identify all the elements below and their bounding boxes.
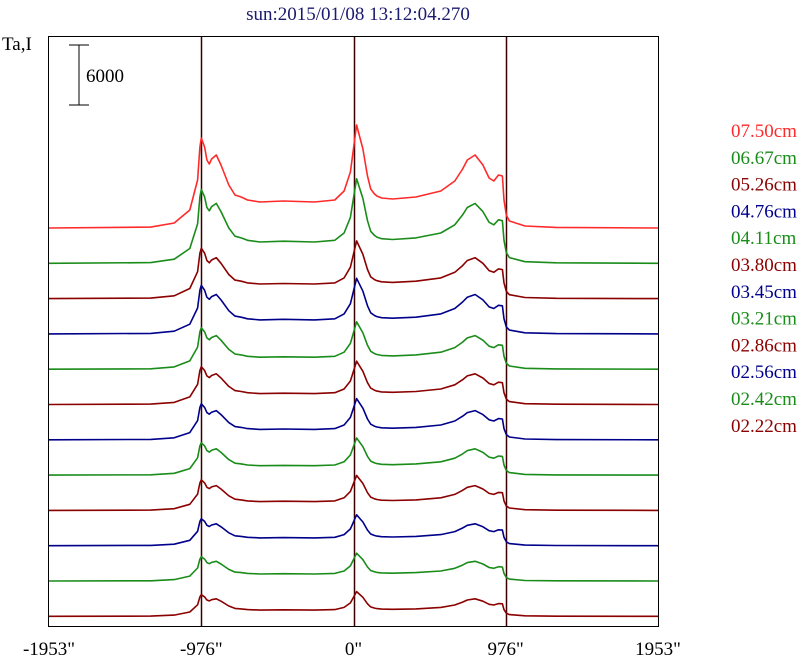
series-line: [48, 360, 659, 406]
x-tick-label: 976": [488, 639, 524, 660]
legend-item: 03.21cm: [731, 309, 797, 330]
series-line: [48, 590, 659, 618]
x-tick-label: -976": [180, 639, 223, 660]
x-tick-labels: -1953" -976" 0" 976" 1953": [23, 639, 681, 660]
series-line: [48, 178, 659, 265]
series-line: [48, 397, 659, 441]
legend-item: 06.67cm: [731, 148, 797, 169]
series-line: [48, 240, 659, 300]
legend-item: 02.56cm: [731, 362, 797, 383]
legend-item: 04.76cm: [731, 201, 797, 222]
x-tick-label: 0": [345, 639, 362, 660]
series-line: [48, 552, 659, 582]
x-tick-label: -1953": [23, 639, 75, 660]
series-line: [48, 514, 659, 547]
series-line: [48, 437, 659, 476]
legend-item: 02.42cm: [731, 389, 797, 410]
scale-bar: 6000: [69, 44, 124, 106]
legend-item: 03.80cm: [731, 255, 797, 276]
legend-item: 02.22cm: [731, 416, 797, 437]
legend: 07.50cm 06.67cm 05.26cm 04.76cm 04.11cm 03.80…: [731, 121, 797, 437]
series-line: [48, 124, 659, 229]
x-tick-label: 1953": [635, 639, 681, 660]
y-axis-label: Ta,I: [2, 34, 32, 55]
plot-frame: [48, 36, 659, 627]
legend-item: 03.45cm: [731, 282, 797, 303]
series-line: [48, 474, 659, 512]
chart-title: sun:2015/01/08 13:12:04.270: [246, 4, 470, 25]
scale-bar-label: 6000: [86, 66, 124, 87]
legend-item: 02.86cm: [731, 335, 797, 356]
legend-item: 05.26cm: [731, 175, 797, 196]
series-line: [48, 277, 659, 335]
series-layer: [48, 124, 659, 618]
legend-item: 07.50cm: [731, 121, 797, 142]
legend-item: 04.11cm: [731, 228, 796, 249]
series-line: [48, 321, 659, 370]
